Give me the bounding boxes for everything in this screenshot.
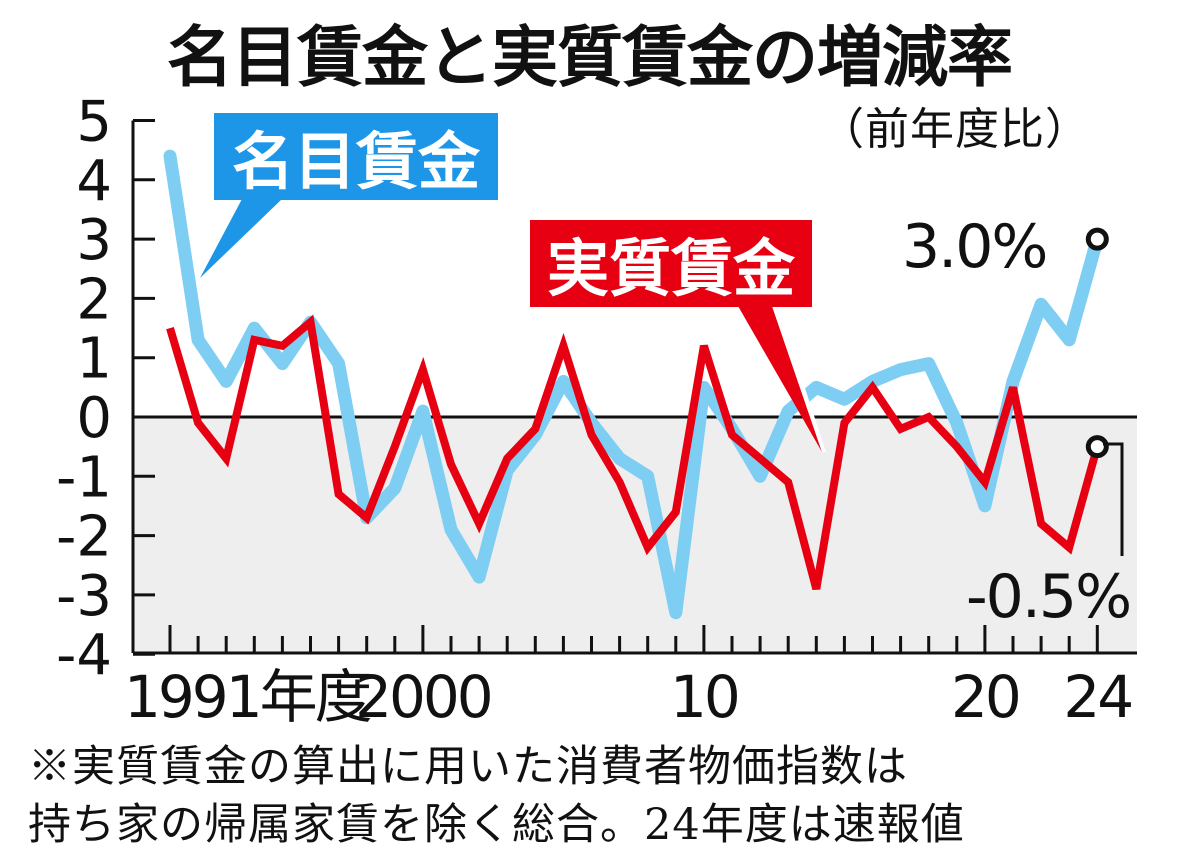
real-callout-label: 実質賃金	[547, 232, 796, 305]
real-wage-line	[166, 314, 1102, 591]
real-annotation-leader-line	[1103, 442, 1124, 556]
nominal-callout-label: 名目賃金	[232, 125, 481, 198]
chart-title: 名目賃金と実質賃金の増減率	[167, 19, 1013, 96]
y-tick-label: -1	[56, 445, 112, 510]
x-tick-label: 24	[1063, 663, 1131, 731]
y-tick-label: 4	[76, 149, 112, 214]
nominal-end-annotation: 3.0%	[902, 212, 1046, 282]
x-tick-label: 20	[951, 663, 1019, 731]
real-callout-pointer	[738, 306, 822, 452]
y-tick-label: 3	[76, 208, 112, 273]
real-end-annotation: -0.5%	[966, 562, 1130, 632]
chart-subtitle: （前年度比）	[820, 104, 1090, 155]
y-tick-label: 0	[76, 386, 112, 451]
y-tick-label: -4	[56, 623, 112, 688]
nominal-callout-box	[214, 113, 498, 200]
nominal-end-marker	[1085, 227, 1109, 251]
y-tick-label: -2	[56, 505, 112, 570]
real-wage-callout: 実質賃金	[530, 220, 826, 452]
nominal-callout-pointer	[200, 199, 282, 278]
x-tick-label: 2000	[355, 663, 491, 731]
real-callout-box	[530, 220, 812, 307]
y-tick-label: 1	[76, 327, 112, 392]
nominal-wage-callout: 名目賃金	[200, 113, 498, 278]
real-callout-pointer-highlight	[772, 306, 826, 452]
y-tick-label: -3	[56, 564, 112, 629]
footnote-line-1: ※実質賃金の算出に用いた消費者物価指数は	[28, 742, 908, 792]
footnote-line-2: 持ち家の帰属家賃を除く総合。24年度は速報値	[28, 800, 965, 850]
x-tick-label: 10	[670, 663, 738, 731]
nominal-wage-line	[163, 149, 1104, 620]
x-tick-label: 1991年度	[124, 663, 371, 731]
y-tick-label: 2	[76, 267, 112, 332]
axes	[131, 119, 1137, 656]
y-tick-label: 5	[76, 90, 112, 155]
real-end-marker	[1085, 435, 1109, 459]
